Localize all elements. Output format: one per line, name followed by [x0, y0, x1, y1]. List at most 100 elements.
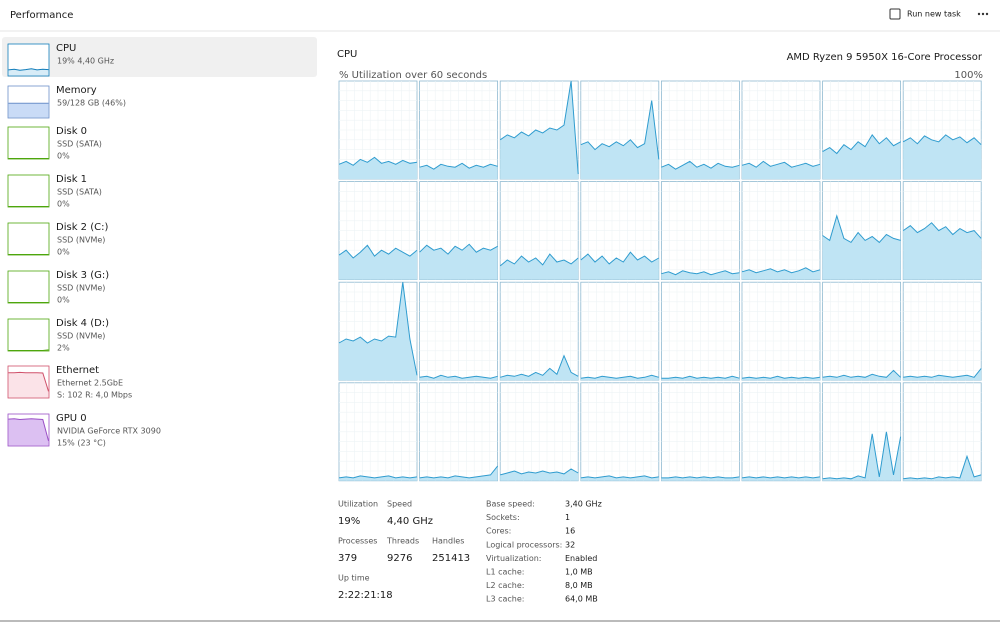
core-area	[822, 370, 901, 381]
info-key: Virtualization:	[486, 554, 541, 563]
graph-label: % Utilization over 60 seconds	[339, 70, 487, 81]
item-title[interactable]: Memory	[56, 85, 97, 96]
thumb-line	[8, 418, 49, 442]
stat-label: Speed	[387, 500, 412, 509]
item-detail: SSD (NVMe)	[57, 236, 105, 245]
dot	[981, 12, 985, 16]
run-task-button[interactable]: Run new task	[889, 8, 961, 20]
core-area	[419, 163, 498, 179]
info-value: 1,0 MB	[565, 568, 593, 577]
item-title[interactable]: CPU	[56, 43, 76, 54]
core-line	[902, 222, 982, 239]
core-area	[903, 456, 982, 481]
info-key: L1 cache:	[486, 568, 524, 577]
item-detail: 0%	[57, 152, 70, 161]
core-line	[338, 244, 418, 259]
thumb-line	[8, 68, 49, 71]
core-area	[339, 282, 417, 381]
item-title[interactable]: Disk 2 (C:)	[56, 222, 108, 233]
core-area	[742, 267, 820, 280]
more-button[interactable]	[977, 12, 989, 16]
core-area	[661, 161, 740, 179]
stat-label: Threads	[386, 537, 419, 546]
info-value: 64,0 MB	[565, 595, 598, 604]
stat-value: 9276	[387, 553, 412, 564]
core-area	[903, 222, 982, 280]
thumb-frame	[7, 222, 50, 256]
core-line	[499, 253, 579, 267]
stat-value: 251413	[432, 553, 470, 564]
item-title[interactable]: Disk 0	[56, 126, 87, 137]
core-line	[741, 476, 821, 479]
thumb-frame	[7, 270, 50, 304]
core-line	[661, 375, 740, 379]
item-detail: SSD (NVMe)	[57, 332, 105, 341]
core-line	[580, 475, 659, 479]
selected-item-bg	[2, 37, 317, 77]
core-line	[741, 160, 821, 168]
core-line	[661, 270, 740, 276]
item-detail: 59/128 GB (46%)	[57, 99, 126, 108]
info-key: L2 cache:	[486, 581, 524, 590]
dot	[985, 12, 989, 16]
core-area	[500, 254, 579, 280]
stat-value: 2:22:21:18	[338, 590, 393, 601]
core-line	[822, 431, 902, 480]
item-detail: NVIDIA GeForce RTX 3090	[57, 427, 161, 436]
core-line	[822, 134, 901, 155]
core-area	[339, 475, 417, 481]
core-area	[822, 134, 901, 179]
core-area	[500, 355, 579, 381]
item-title[interactable]: Disk 4 (D:)	[56, 318, 109, 329]
core-area	[500, 469, 579, 481]
core-area	[903, 368, 982, 381]
info-key: Logical processors:	[486, 540, 562, 549]
info-key: Base speed:	[486, 500, 535, 509]
core-line	[500, 354, 579, 378]
item-detail: 0%	[57, 248, 70, 257]
core-line	[580, 100, 660, 160]
info-value: 1	[565, 513, 570, 522]
item-title[interactable]: GPU 0	[56, 413, 87, 424]
info-value: 32	[565, 540, 575, 549]
item-title[interactable]: Disk 1	[56, 174, 87, 185]
core-line	[338, 475, 418, 479]
core-line	[902, 134, 982, 146]
item-detail: 0%	[57, 296, 70, 305]
core-line	[741, 267, 821, 274]
item-detail: 2%	[57, 344, 70, 353]
info-value: 8,0 MB	[565, 581, 593, 590]
item-detail: S: 102 R: 4,0 Mbps	[57, 391, 132, 400]
item-detail: Ethernet 2.5GbE	[57, 379, 123, 388]
core-area	[742, 161, 820, 179]
core-line	[419, 374, 498, 379]
item-title[interactable]: Disk 3 (G:)	[56, 270, 109, 281]
core-line	[580, 374, 659, 379]
stat-label: Utilization	[338, 500, 378, 509]
info-value: 16	[565, 527, 575, 536]
core-area	[500, 81, 579, 179]
dot	[977, 12, 981, 16]
thumb-area	[8, 372, 49, 398]
processor-name: AMD Ryzen 9 5950X 16-Core Processor	[787, 52, 983, 63]
core-line	[338, 282, 418, 376]
info-value: Enabled	[565, 554, 597, 563]
run-task-label[interactable]: Run new task	[907, 10, 961, 19]
core-line	[419, 162, 498, 170]
stat-value: 4,40 GHz	[387, 516, 433, 527]
stat-label: Processes	[338, 537, 377, 546]
stat-value: 379	[338, 553, 357, 564]
core-area	[903, 134, 982, 179]
core-line	[661, 476, 740, 479]
thumb-line	[8, 371, 49, 392]
stat-value: 19%	[338, 516, 360, 527]
core-line	[580, 251, 660, 265]
thumb-area	[8, 418, 49, 446]
run-task-icon	[889, 8, 901, 20]
info-key: Sockets:	[486, 513, 520, 522]
info-value: 3,40 GHz	[565, 500, 602, 509]
item-title[interactable]: Ethernet	[56, 365, 99, 376]
core-line	[419, 243, 498, 255]
thumb-area	[8, 103, 49, 118]
